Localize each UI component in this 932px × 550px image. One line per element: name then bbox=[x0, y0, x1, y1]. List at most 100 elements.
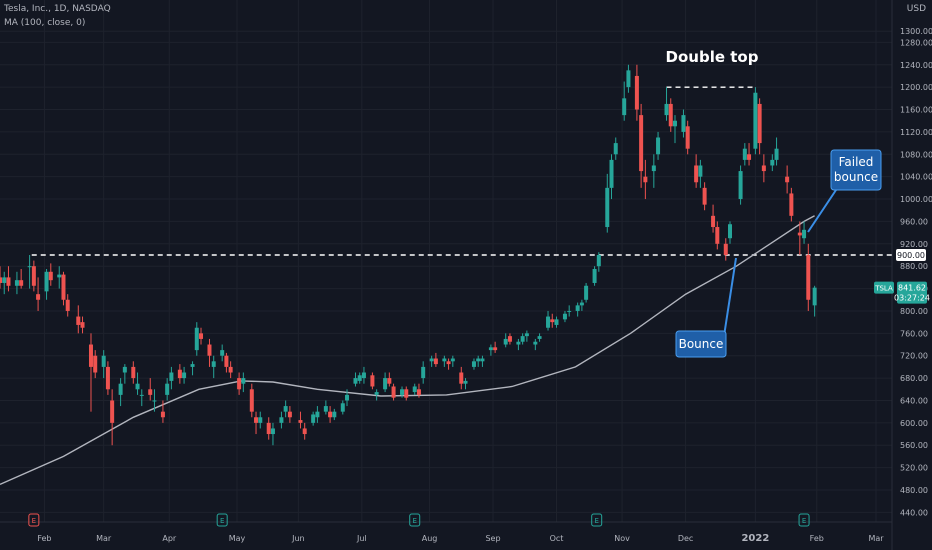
candle-body bbox=[753, 92, 758, 149]
candle-body bbox=[613, 143, 618, 155]
candle-body bbox=[488, 347, 493, 351]
candle-body bbox=[404, 389, 409, 398]
candle-body bbox=[643, 176, 648, 183]
candle-body bbox=[664, 103, 669, 116]
candle-body bbox=[105, 366, 110, 390]
y-tick-label: 1160.00 bbox=[900, 106, 932, 115]
candle-body bbox=[507, 336, 512, 342]
candle-body bbox=[169, 372, 174, 381]
candle-body bbox=[596, 255, 601, 267]
candle-body bbox=[332, 411, 337, 418]
ticker-tag bbox=[874, 281, 894, 294]
x-tick-label: Mar bbox=[96, 534, 112, 543]
bounce-callout bbox=[675, 330, 727, 358]
candle-body bbox=[562, 313, 567, 320]
candle-body bbox=[254, 417, 259, 423]
candle-body bbox=[592, 268, 597, 283]
candle-body bbox=[311, 414, 316, 423]
candle-body bbox=[160, 411, 165, 418]
candle-body bbox=[194, 327, 199, 351]
candle-body bbox=[88, 344, 93, 367]
last-price-tag bbox=[897, 281, 927, 304]
candle-body bbox=[520, 336, 525, 342]
last-price-text: 841.62 bbox=[898, 284, 926, 293]
y-tick-label: 880.00 bbox=[900, 262, 928, 271]
candle-body bbox=[241, 378, 246, 384]
candle-body bbox=[122, 366, 127, 373]
candle-body bbox=[806, 255, 811, 300]
candle-body bbox=[728, 224, 732, 239]
candle-body bbox=[579, 302, 584, 306]
candle-body bbox=[742, 148, 747, 160]
y-tick-label: 1300.00 bbox=[900, 27, 932, 36]
candle-body bbox=[357, 375, 362, 381]
candle-body bbox=[287, 411, 292, 418]
y-tick-label: 960.00 bbox=[900, 217, 928, 226]
candle-body bbox=[237, 378, 242, 390]
x-tick-label: Jun bbox=[291, 534, 305, 543]
symbol-legend[interactable]: Tesla, Inc., 1D, NASDAQ bbox=[4, 4, 111, 14]
y-tick-label: 640.00 bbox=[900, 396, 928, 405]
candle-body bbox=[416, 389, 421, 395]
candle-body bbox=[31, 266, 36, 286]
earnings-event-letter: E bbox=[220, 517, 224, 525]
x-tick-label: Dec bbox=[678, 534, 693, 543]
candle-body bbox=[139, 394, 144, 396]
candle-body bbox=[770, 159, 775, 166]
double-top-label: Double top bbox=[666, 48, 759, 66]
candle-body bbox=[19, 280, 24, 286]
candle-body bbox=[702, 187, 707, 205]
candle-body bbox=[584, 285, 589, 300]
candle-body bbox=[429, 358, 434, 362]
candle-body bbox=[148, 389, 153, 395]
bounce-label: Bounce bbox=[679, 337, 724, 351]
x-tick-label: Jul bbox=[356, 534, 367, 543]
candle-body bbox=[65, 299, 70, 311]
candle-body bbox=[383, 378, 388, 390]
candle-body bbox=[656, 137, 661, 155]
candle-body bbox=[651, 165, 656, 172]
candle-body bbox=[634, 75, 639, 110]
y-tick-label: 760.00 bbox=[900, 329, 928, 338]
candle-body bbox=[48, 271, 53, 281]
y-tick-label: 1120.00 bbox=[900, 128, 932, 137]
candle-body bbox=[503, 338, 508, 345]
ma-legend[interactable]: MA (100, close, 0) bbox=[4, 18, 86, 28]
candle-body bbox=[459, 372, 464, 384]
candle-body bbox=[135, 383, 140, 390]
candle-body bbox=[0, 277, 2, 283]
candle-body bbox=[622, 98, 627, 116]
candle-body bbox=[353, 378, 358, 384]
x-tick-label: Feb bbox=[37, 534, 51, 543]
candle-body bbox=[315, 411, 320, 418]
candle-body bbox=[93, 355, 98, 373]
candle-body bbox=[177, 369, 182, 379]
candle-body bbox=[118, 383, 123, 395]
x-tick-label: Apr bbox=[162, 534, 177, 543]
failed-bounce-label-1: Failed bbox=[839, 155, 874, 169]
candle-body bbox=[785, 176, 790, 183]
candle-body bbox=[228, 366, 233, 373]
candle-body bbox=[685, 126, 690, 149]
candle-body bbox=[152, 400, 157, 402]
y-tick-label: 1280.00 bbox=[900, 38, 932, 47]
x-tick-label: 2022 bbox=[741, 533, 769, 544]
candle-body bbox=[723, 243, 728, 255]
candle-body bbox=[298, 420, 303, 423]
candle-body bbox=[797, 232, 802, 236]
candle-body bbox=[266, 422, 271, 435]
candle-body bbox=[446, 361, 451, 365]
y-tick-label: 1080.00 bbox=[900, 150, 932, 159]
candle-body bbox=[802, 229, 807, 239]
earnings-event-icon bbox=[216, 513, 228, 527]
earnings-event-icon bbox=[409, 513, 421, 527]
candle-body bbox=[391, 386, 396, 398]
candle-body bbox=[283, 406, 288, 412]
candle-body bbox=[199, 333, 204, 339]
candle-body bbox=[224, 355, 229, 367]
x-tick-label: Oct bbox=[550, 534, 564, 543]
candle-body bbox=[182, 372, 187, 379]
y-tick-label: 800.00 bbox=[900, 307, 928, 316]
candle-body bbox=[672, 120, 677, 127]
